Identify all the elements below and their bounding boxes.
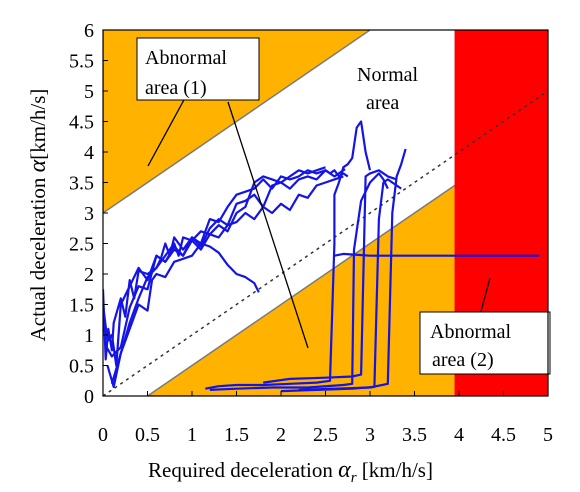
y-tick-label: 1.5 — [69, 295, 94, 317]
x-axis-title: Required deceleration αr [km/h/s] — [148, 457, 433, 486]
deceleration-trace-8 — [263, 169, 398, 384]
y-tick-label: 5.5 — [69, 51, 94, 73]
reference-diagonal-line — [103, 90, 548, 396]
deceleration-trace-11 — [334, 252, 540, 257]
x-axis-title-unit: [km/h/s] — [357, 458, 433, 482]
deceleration-trace-10 — [298, 148, 407, 391]
abnormal1-pointer-b — [227, 101, 309, 349]
deceleration-trace-4 — [106, 242, 260, 388]
y-tick-label: 4.5 — [69, 112, 94, 134]
x-tick-label: 2.5 — [313, 424, 338, 446]
y-tick-label: 0.5 — [69, 356, 94, 378]
x-tick-label: 3 — [365, 424, 375, 446]
y-axis-title: Actual deceleration α[km/h/s] — [25, 89, 51, 342]
y-axis-title-symbol: α — [25, 159, 51, 172]
abnormal2-label-box — [419, 311, 551, 375]
y-tick-label: 0 — [84, 386, 94, 408]
y-tick-label: 5 — [84, 81, 94, 103]
y-axis-title-unit: [km/h/s] — [26, 89, 50, 160]
y-tick-label: 3 — [84, 203, 94, 225]
y-tick-label: 6 — [84, 20, 94, 42]
y-tick-label: 2.5 — [69, 234, 94, 256]
deceleration-trace-6 — [205, 120, 372, 390]
deceleration-trace-2 — [103, 169, 349, 367]
x-axis-title-symbol: α — [338, 457, 351, 483]
normal-label-line1: Normal — [357, 64, 419, 86]
normal-label-box — [347, 56, 431, 118]
y-axis-title-main: Actual deceleration — [26, 172, 50, 341]
deceleration-trace-5 — [110, 166, 326, 385]
y-tick-label: 4 — [84, 142, 94, 164]
abnormal2-label-line2: area (2) — [432, 349, 494, 371]
deceleration-trace-7 — [209, 172, 389, 391]
abnormal1-label-line1b: mal — [197, 47, 227, 69]
x-tick-label: 1 — [187, 424, 197, 446]
y-tick-label: 1 — [84, 325, 94, 347]
x-axis-title-subscript: r — [351, 470, 357, 486]
x-tick-label: 4 — [454, 424, 464, 446]
x-tick-label: 2 — [276, 424, 286, 446]
abnormal1-pointer-a — [147, 97, 186, 167]
deceleration-trace-1 — [103, 168, 346, 361]
x-tick-label: 4.5 — [491, 424, 516, 446]
abnormal1-label-line1: Abnor — [145, 47, 196, 69]
x-tick-label: 5 — [543, 424, 553, 446]
abnormal1-label-box — [136, 37, 260, 101]
y-tick-label: 2 — [84, 264, 94, 286]
x-tick-label: 3.5 — [402, 424, 427, 446]
abnormal2-label-line1: Abnormal — [430, 321, 512, 343]
abnormal2-pointer — [479, 277, 491, 316]
abnormal1-label-line2: area (1) — [145, 77, 207, 99]
x-tick-label: 1.5 — [224, 424, 249, 446]
x-tick-label: 0 — [98, 424, 108, 446]
x-axis-title-main: Required deceleration — [148, 458, 338, 482]
x-tick-label: 0.5 — [135, 424, 160, 446]
normal-label-line2: area — [366, 92, 399, 114]
y-tick-label: 3.5 — [69, 173, 94, 195]
